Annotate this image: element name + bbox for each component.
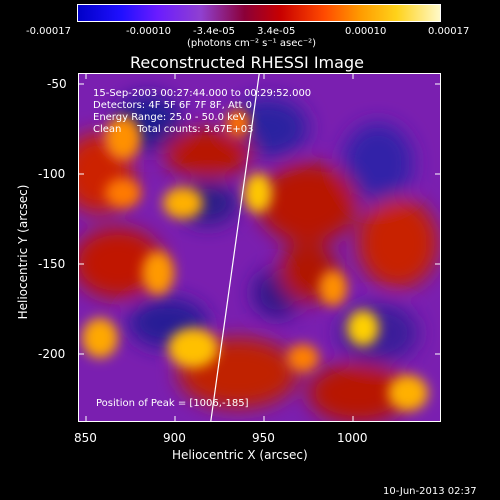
- colorbar: [77, 4, 441, 22]
- y-axis-label: Heliocentric Y (arcsec): [16, 184, 30, 320]
- info-detectors: Detectors: 4F 5F 6F 7F 8F, Att 0: [93, 100, 253, 111]
- colorbar-tick: 3.4e-05: [257, 26, 296, 37]
- x-tick-label: 850: [74, 431, 97, 445]
- info-energy-range: Energy Range: 25.0 - 50.0 keV: [93, 112, 246, 123]
- info-algorithm-counts: Clean Total counts: 3.67E+03: [93, 124, 254, 135]
- plot-title: Reconstructed RHESSI Image: [130, 53, 364, 72]
- x-axis-label: Heliocentric X (arcsec): [172, 448, 308, 462]
- y-tick-label: -200: [38, 347, 66, 361]
- colorbar-tick: -3.4e-05: [193, 26, 235, 37]
- colorbar-tick: -0.00017: [26, 26, 71, 37]
- colorbar-unit-label: (photons cm⁻² s⁻¹ asec⁻²): [187, 38, 317, 49]
- plot-frame: [78, 73, 441, 422]
- colorbar-tick: 0.00010: [345, 26, 387, 37]
- y-tick-label: -150: [38, 257, 66, 271]
- footer-date: 10-Jun-2013 02:37: [383, 486, 477, 497]
- y-tick-label: -50: [47, 77, 67, 91]
- x-tick-label: 1000: [337, 431, 368, 445]
- colorbar-tick: -0.00010: [126, 26, 171, 37]
- info-time-range: 15-Sep-2003 00:27:44.000 to 00:29:52.000: [93, 88, 312, 99]
- rhessi-image: [78, 73, 441, 422]
- x-tick-label: 950: [252, 431, 275, 445]
- colorbar-tick: 0.00017: [428, 26, 470, 37]
- peak-position-label: Position of Peak = [1006,-185]: [96, 398, 249, 409]
- y-tick-label: -100: [38, 167, 66, 181]
- x-tick-label: 900: [163, 431, 186, 445]
